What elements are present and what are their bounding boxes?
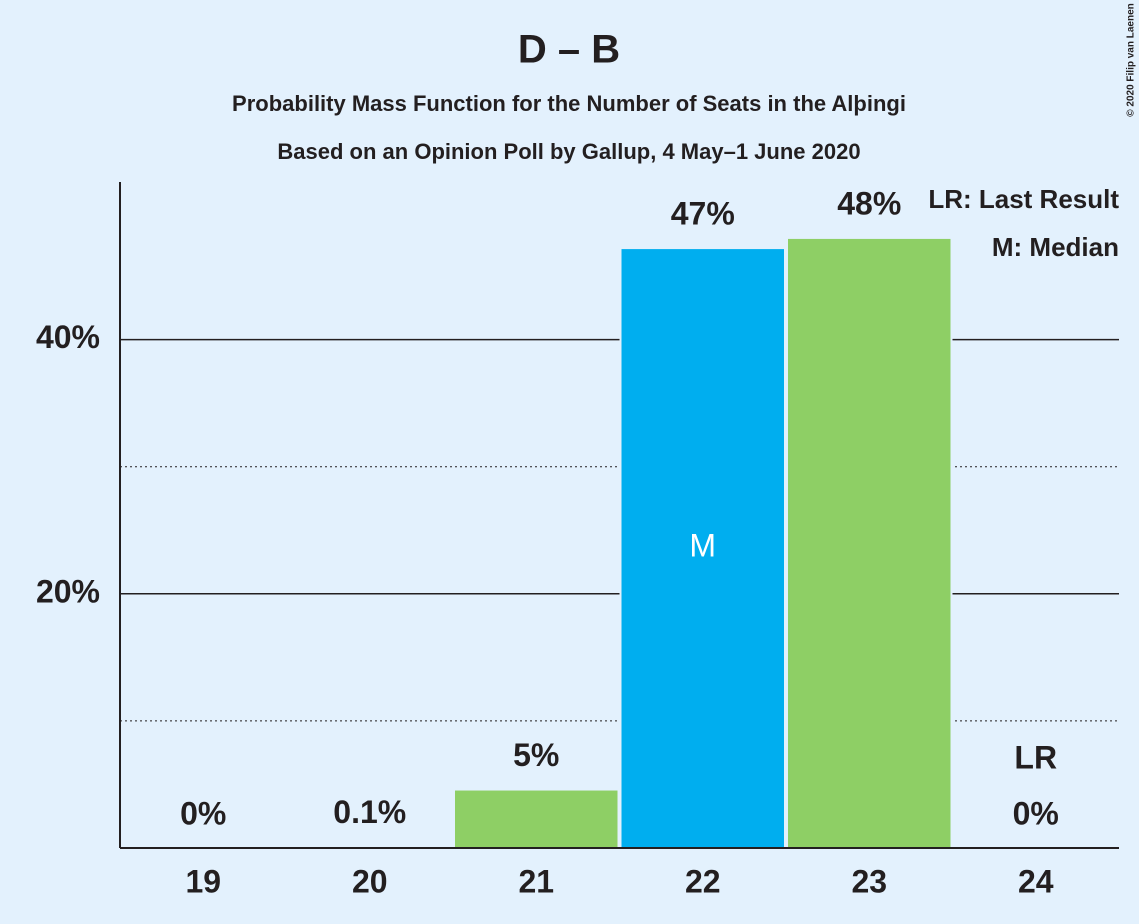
x-tick-label: 19 [185, 863, 221, 899]
x-tick-label: 20 [352, 863, 388, 899]
copyright: © 2020 Filip van Laenen [1126, 3, 1137, 117]
value-label: 5% [513, 737, 559, 773]
legend-entry: M: Median [992, 232, 1119, 262]
annotation: M [689, 527, 716, 563]
value-label: 0% [1013, 795, 1059, 831]
bar [619, 247, 786, 849]
x-tick-label: 21 [518, 863, 554, 899]
value-label: 48% [837, 185, 901, 221]
legend-entry: LR: Last Result [928, 184, 1119, 214]
x-tick-label: 22 [685, 863, 721, 899]
value-label: 0% [180, 795, 226, 831]
subtitle: Probability Mass Function for the Number… [232, 91, 906, 116]
value-label: 47% [671, 196, 735, 232]
bar [453, 788, 620, 850]
x-tick-label: 23 [851, 863, 887, 899]
subtitle: Based on an Opinion Poll by Gallup, 4 Ma… [277, 139, 860, 164]
value-label: 0.1% [333, 794, 406, 830]
x-tick-label: 24 [1018, 863, 1054, 899]
y-tick-label: 40% [36, 319, 100, 355]
bar [786, 236, 953, 850]
y-tick-label: 20% [36, 573, 100, 609]
annotation: LR [1014, 739, 1057, 775]
chart-title: D – B [518, 28, 620, 72]
